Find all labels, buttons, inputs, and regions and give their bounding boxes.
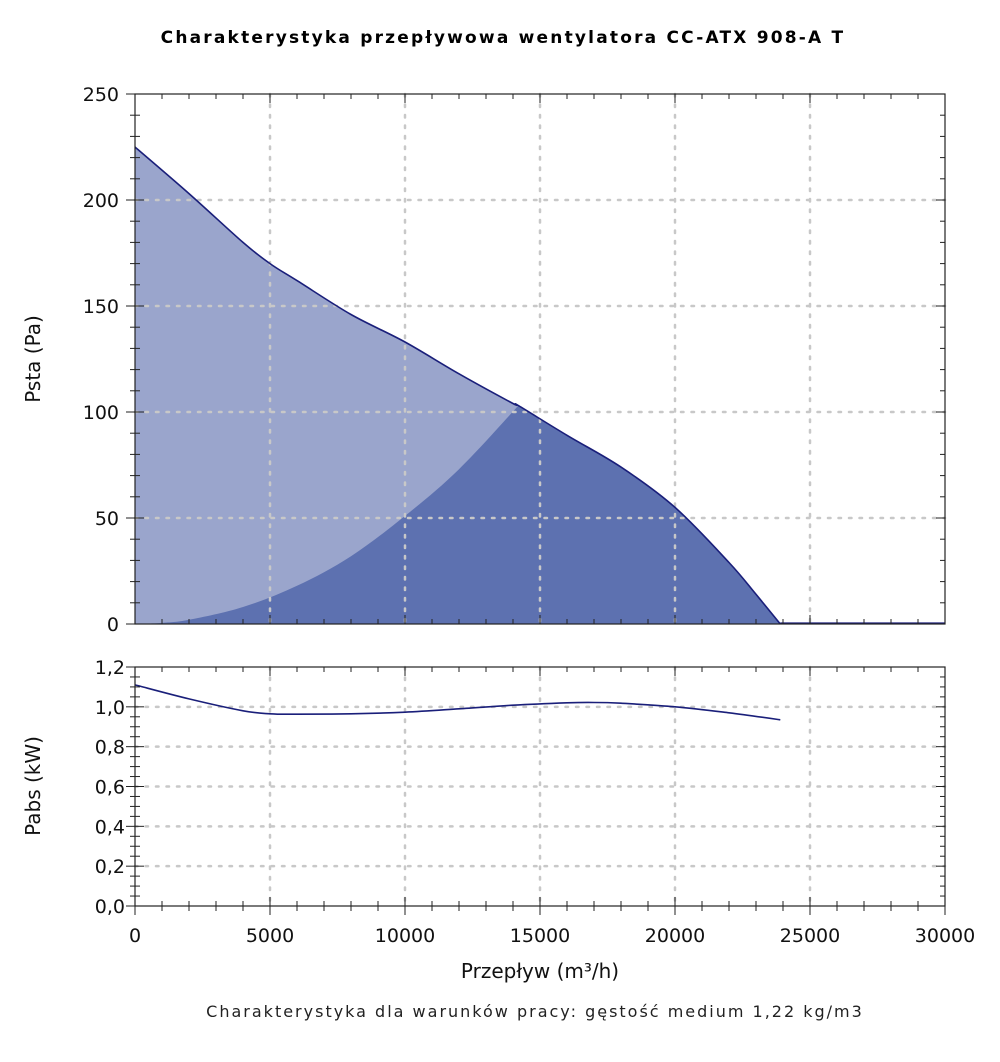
power-panel: 0,0 0,2 0,4 0,6 0,8 1,0 1,2 Pabs (kW) — [21, 657, 947, 918]
y-tick-label: 200 — [83, 190, 119, 212]
x-tick-label: 30000 — [915, 925, 975, 947]
fan-pressure-curve — [134, 146, 781, 625]
power-axis-label: Pabs (kW) — [21, 736, 45, 836]
y-tick-label: 0,8 — [95, 737, 125, 759]
x-tick-label: 20000 — [645, 925, 705, 947]
chart-title: Charakterystyka przepływowa wentylatora … — [161, 28, 846, 48]
pressure-axis-label: Psta (Pa) — [21, 315, 45, 403]
y-tick-label: 150 — [83, 296, 119, 318]
x-tick-label: 15000 — [510, 925, 570, 947]
y-tick-label: 100 — [83, 402, 119, 424]
x-tick-label: 25000 — [780, 925, 840, 947]
y-tick-label: 0,2 — [95, 856, 125, 878]
y-tick-label: 1,2 — [95, 657, 125, 679]
y-tick-label: 0,4 — [95, 816, 125, 838]
x-tick-label: 0 — [129, 925, 141, 947]
y-tick-label: 250 — [83, 84, 119, 106]
y-tick-label: 0,0 — [95, 896, 125, 918]
pressure-panel-frame — [134, 93, 946, 625]
y-tick-label: 0 — [107, 614, 119, 636]
x-tick-label: 5000 — [246, 925, 294, 947]
x-tick-label: 10000 — [375, 925, 435, 947]
y-tick-label: 1,0 — [95, 697, 125, 719]
y-tick-label: 0,6 — [95, 777, 125, 799]
y-tick-label: 50 — [95, 508, 119, 530]
operating-area-dark — [135, 405, 781, 624]
pressure-panel: 0 50 100 150 200 250 Psta (Pa) — [21, 84, 947, 636]
footer-note: Charakterystyka dla warunków pracy: gęst… — [206, 1002, 864, 1021]
x-axis-label: Przepływ (m³/h) — [461, 959, 619, 983]
power-curve — [134, 684, 781, 721]
power-panel-frame — [134, 666, 946, 907]
